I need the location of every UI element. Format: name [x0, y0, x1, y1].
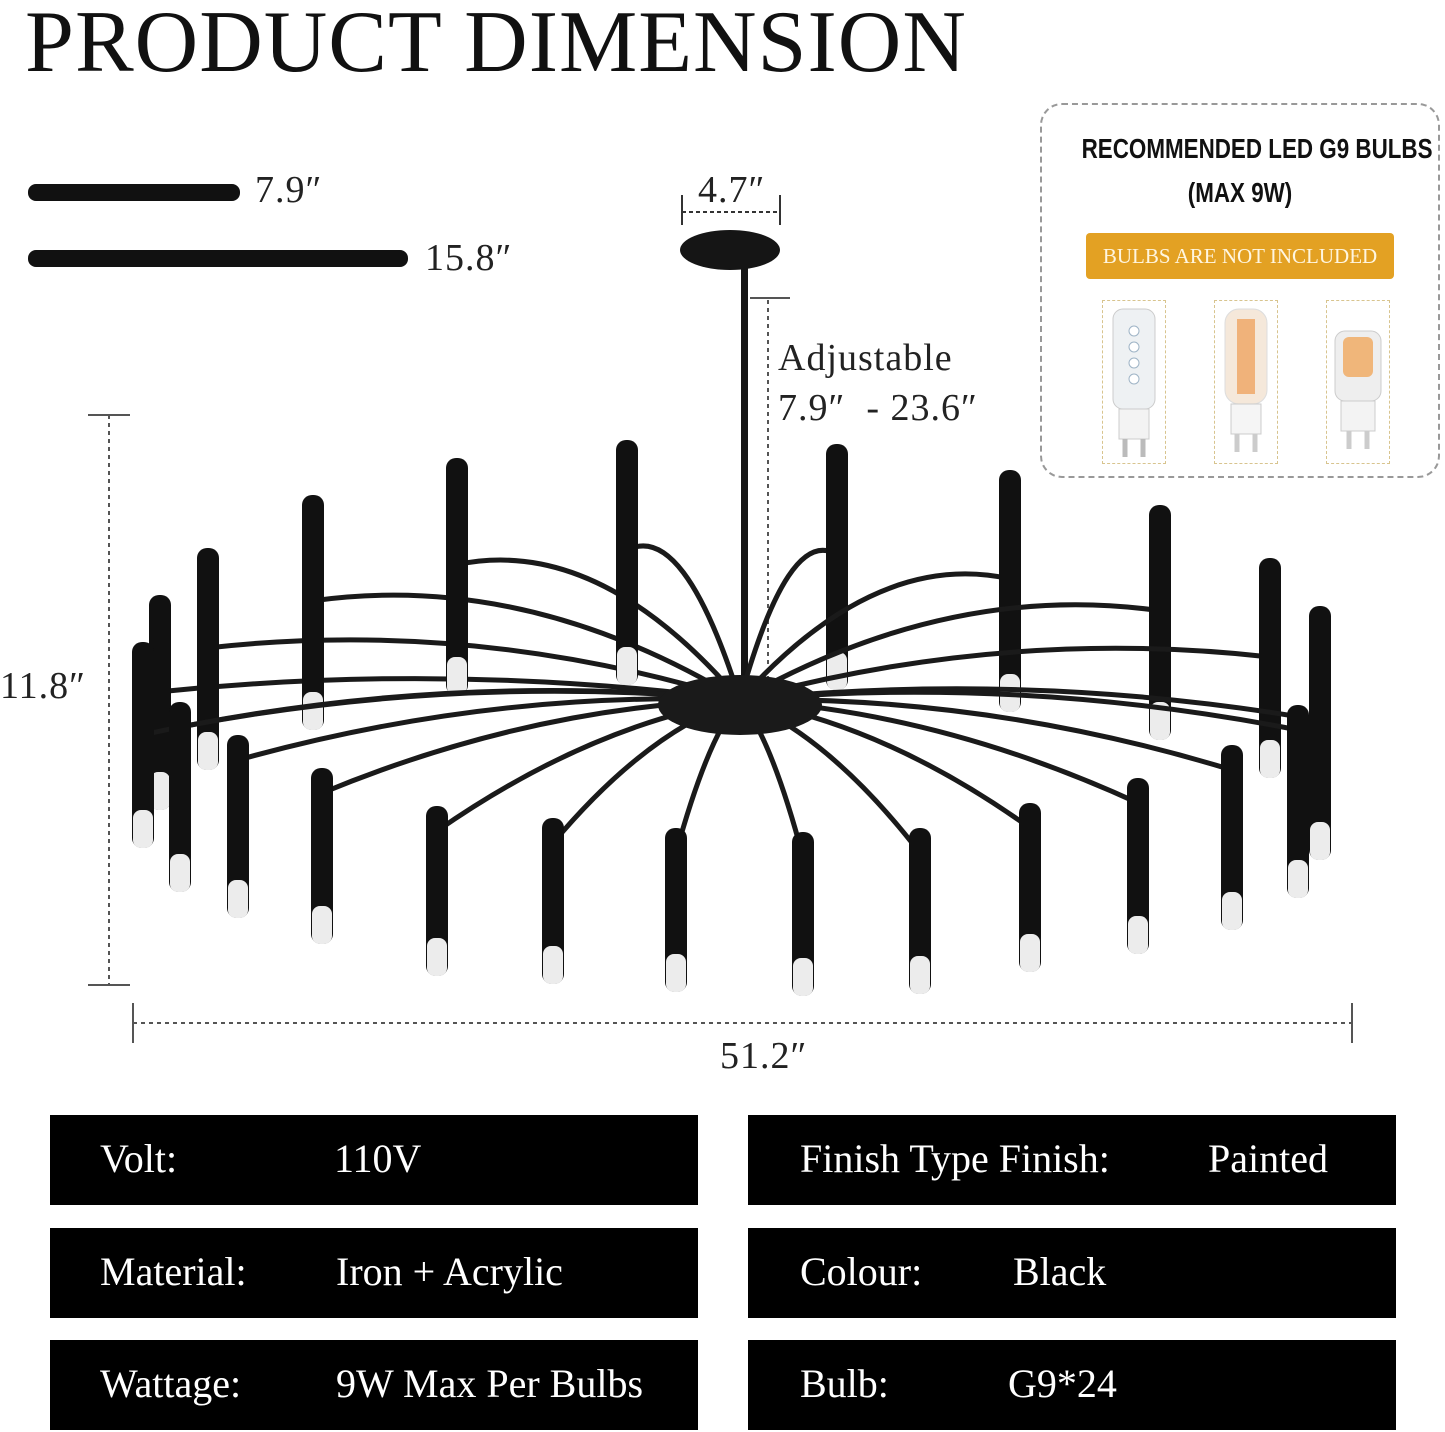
short-rod-sample — [28, 184, 240, 201]
acrylic-shade — [1310, 822, 1330, 860]
spec-bulb: Bulb: G9*24 — [748, 1340, 1396, 1430]
spec-label: Volt: — [100, 1136, 178, 1181]
bulb-title-line1: RECOMMENDED LED G9 BULBS — [1081, 133, 1433, 164]
light-rod — [426, 806, 448, 976]
page-title: PRODUCT DIMENSION — [25, 0, 967, 91]
light-rod — [909, 828, 931, 994]
chandelier-diagram — [28, 184, 1353, 1043]
arm — [207, 637, 741, 703]
spec-value: Black — [1013, 1249, 1107, 1294]
arm — [738, 602, 1161, 703]
width-dimension-line — [132, 1003, 1353, 1043]
acrylic-shade — [617, 647, 637, 685]
light-rod — [302, 495, 324, 730]
arm — [739, 645, 1271, 703]
ceiling-canopy — [680, 230, 780, 270]
spec-label: Finish Type Finish: — [800, 1136, 1110, 1181]
arms — [132, 440, 1331, 996]
acrylic-shade — [1222, 892, 1242, 930]
acrylic-shade — [543, 946, 563, 984]
acrylic-shade — [1288, 860, 1308, 898]
acrylic-shade — [198, 732, 218, 770]
light-rod — [792, 832, 814, 996]
long-rod-length: 15.8″ — [425, 237, 513, 279]
spec-label: Material: — [100, 1249, 247, 1294]
center-hub — [658, 675, 822, 735]
spec-finish: Finish Type Finish: Painted — [748, 1115, 1396, 1205]
spec-value: Iron + Acrylic — [336, 1249, 563, 1294]
arm — [738, 571, 1011, 702]
recommended-bulbs-panel: RECOMMENDED LED G9 BULBS (MAX 9W) BULBS … — [1040, 103, 1440, 478]
arm — [739, 689, 1299, 733]
light-rod — [826, 444, 848, 690]
light-rod — [1149, 505, 1171, 740]
light-rod — [665, 828, 687, 992]
adjustable-range: 7.9″ - 23.6″ — [778, 387, 978, 429]
light-rod — [132, 642, 154, 848]
height-dimension-line — [88, 414, 130, 986]
downrod — [741, 262, 748, 682]
acrylic-shade — [170, 854, 190, 892]
arm — [179, 688, 741, 730]
arm — [312, 592, 742, 703]
long-rod-sample — [28, 250, 408, 267]
bulb-image-white-led — [1102, 300, 1166, 464]
acrylic-shade — [303, 692, 323, 730]
light-rod — [1221, 745, 1243, 930]
acrylic-shade — [793, 958, 813, 996]
light-rod — [227, 735, 249, 918]
adjustable-label: Adjustable — [778, 337, 953, 379]
arm — [625, 543, 743, 701]
spec-colour: Colour: Black — [748, 1228, 1396, 1318]
arm — [456, 557, 742, 702]
bulbs-not-included-badge: BULBS ARE NOT INCLUDED — [1086, 233, 1394, 279]
acrylic-shade — [827, 652, 847, 690]
acrylic-shade — [666, 954, 686, 992]
height-value: 11.8″ — [0, 665, 86, 707]
spec-wattage: Wattage: 9W Max Per Bulbs — [50, 1340, 698, 1430]
acrylic-shade — [133, 810, 153, 848]
light-rod — [1309, 606, 1331, 860]
acrylic-shade — [1128, 916, 1148, 954]
bulb-title-line2: (MAX 9W) — [1187, 177, 1293, 208]
acrylic-shade — [1020, 934, 1040, 972]
width-value: 51.2″ — [720, 1035, 808, 1077]
arm — [737, 547, 839, 701]
light-rod — [311, 768, 333, 944]
acrylic-shade — [910, 956, 930, 994]
short-rod-length: 7.9″ — [255, 169, 323, 211]
spec-value: Painted — [1208, 1136, 1328, 1181]
spec-volt: Volt: 110V — [50, 1115, 698, 1205]
adjustable-dimension-line — [750, 297, 790, 700]
bulb-image-warm-led — [1214, 300, 1278, 464]
acrylic-shade — [150, 772, 170, 810]
spec-label: Bulb: — [800, 1361, 889, 1406]
spec-value: G9*24 — [1008, 1361, 1117, 1406]
spec-label: Wattage: — [100, 1361, 242, 1406]
acrylic-shade — [312, 906, 332, 944]
spec-value: 9W Max Per Bulbs — [336, 1361, 644, 1406]
light-rod — [1127, 778, 1149, 954]
canopy-diameter: 4.7″ — [698, 169, 766, 211]
acrylic-shade — [1260, 740, 1280, 778]
acrylic-shade — [427, 938, 447, 976]
acrylic-shade — [1150, 702, 1170, 740]
acrylic-shade — [228, 880, 248, 918]
light-rod — [446, 458, 468, 695]
light-rod — [169, 702, 191, 892]
light-rod — [1019, 803, 1041, 972]
acrylic-shade — [447, 657, 467, 695]
bulb-panel-title: RECOMMENDED LED G9 BULBS (MAX 9W) — [1042, 127, 1438, 215]
canopy-dimension-line — [681, 195, 781, 225]
light-rod — [197, 548, 219, 770]
light-rod — [1287, 705, 1309, 898]
light-rod — [149, 595, 171, 810]
light-rod — [542, 818, 564, 984]
light-rod — [616, 440, 638, 685]
bulb-image-cob-led — [1326, 300, 1390, 464]
spec-material: Material: Iron + Acrylic — [50, 1228, 698, 1318]
spec-label: Colour: — [800, 1249, 923, 1294]
spec-value: 110V — [334, 1136, 422, 1181]
